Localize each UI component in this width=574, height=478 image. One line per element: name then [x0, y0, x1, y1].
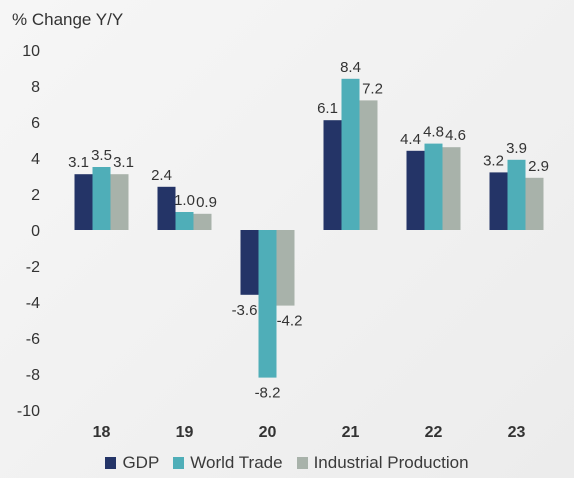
- y-tick-label: 2: [31, 187, 40, 204]
- bar: [240, 230, 259, 295]
- bar: [74, 174, 93, 230]
- legend-item-industrial-production: Industrial Production: [296, 453, 469, 473]
- data-label: 3.1: [113, 154, 134, 171]
- x-tick-label: 20: [259, 424, 277, 441]
- bar: [507, 159, 526, 230]
- bar: [442, 147, 461, 230]
- data-label: 4.4: [400, 131, 421, 148]
- x-tick-label: 19: [176, 424, 194, 441]
- legend-item-gdp: GDP: [105, 453, 159, 473]
- data-label: 7.2: [362, 80, 383, 97]
- bar: [341, 78, 360, 230]
- bar: [276, 230, 295, 306]
- legend-swatch-world-trade: [173, 457, 185, 469]
- legend-swatch-gdp: [105, 457, 117, 469]
- legend-item-world-trade: World Trade: [173, 453, 283, 473]
- x-tick-label: 21: [342, 424, 360, 441]
- bar: [525, 177, 544, 230]
- data-label: -4.2: [277, 313, 303, 330]
- y-tick-label: 4: [31, 151, 40, 168]
- y-tick-label: -2: [26, 259, 40, 276]
- data-labels: 3.1 3.5 3.1 2.41.0 0.9 -3.6 -8.2 -4.2 6.1 8.47.2 4…: [68, 59, 549, 402]
- data-label: 4.8: [423, 124, 444, 141]
- y-tick-label: -8: [26, 367, 40, 384]
- x-tick-label: 18: [93, 424, 111, 441]
- y-tick-label: -10: [17, 403, 40, 420]
- y-tick-label: 10: [22, 43, 40, 60]
- chart-title: % Change Y/Y: [12, 10, 123, 29]
- bar: [110, 174, 129, 230]
- data-label: 3.9: [506, 140, 527, 157]
- data-label: 3.1: [68, 154, 89, 171]
- bars: [74, 78, 544, 378]
- bar: [489, 172, 508, 230]
- y-tick-label: 0: [31, 223, 40, 240]
- legend-label-industrial-production: Industrial Production: [313, 453, 469, 472]
- data-label: 2.4: [151, 167, 172, 184]
- x-tick-label: 23: [508, 424, 526, 441]
- data-label: 3.5: [91, 147, 112, 164]
- bar: [323, 120, 342, 230]
- bar: [424, 143, 443, 230]
- y-tick-label: -6: [26, 331, 40, 348]
- data-label: 4.6: [445, 127, 466, 144]
- y-axis: 10 8 6 4 2 0 -2 -4 -6 -8 -10: [17, 43, 40, 420]
- y-tick-label: 8: [31, 79, 40, 96]
- bar: [92, 167, 111, 230]
- bar: [193, 213, 212, 230]
- bar: [258, 230, 277, 378]
- bar: [406, 150, 425, 230]
- legend-label-gdp: GDP: [122, 453, 160, 472]
- data-label: 8.4: [340, 59, 361, 76]
- data-label: 0.9: [196, 194, 217, 211]
- data-label: -8.2: [255, 385, 281, 402]
- data-label: 2.9: [528, 158, 549, 175]
- bar: [359, 100, 378, 231]
- data-label: 1.0: [174, 192, 195, 209]
- data-label: 6.1: [317, 100, 338, 117]
- legend-label-world-trade: World Trade: [190, 453, 283, 472]
- data-label: 3.2: [483, 152, 504, 169]
- y-tick-label: 6: [31, 115, 40, 132]
- bar: [175, 212, 194, 230]
- legend-swatch-industrial-production: [296, 457, 308, 469]
- x-axis: 18 19 20 21 22 23: [93, 424, 526, 441]
- y-tick-label: -4: [26, 295, 40, 312]
- x-tick-label: 22: [425, 424, 443, 441]
- data-label: -3.6: [232, 302, 258, 319]
- legend: GDP World Trade Industrial Production: [0, 452, 574, 474]
- bar: [157, 186, 176, 230]
